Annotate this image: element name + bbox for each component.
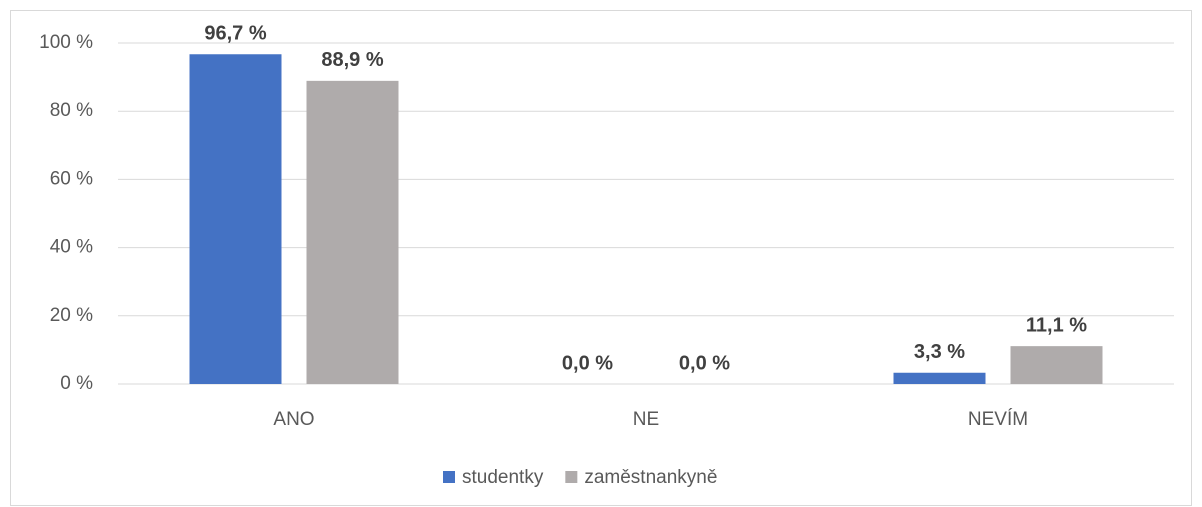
y-tick-label: 100 % <box>39 32 93 53</box>
y-tick-label: 40 % <box>50 237 93 258</box>
bar <box>306 80 399 384</box>
chart-frame <box>10 10 1192 506</box>
legend-label: zaměstnankyně <box>584 467 717 488</box>
data-label: 11,1 % <box>1026 314 1087 336</box>
bar <box>893 372 986 384</box>
legend-swatch <box>565 471 578 483</box>
data-label: 3,3 % <box>914 341 965 363</box>
data-label: 0,0 % <box>679 352 730 374</box>
x-tick-label: NE <box>633 409 659 430</box>
data-label: 96,7 % <box>204 23 266 45</box>
y-tick-label: 80 % <box>50 100 93 121</box>
legend-label: studentky <box>462 467 544 488</box>
y-tick-label: 0 % <box>60 373 93 394</box>
legend-swatch <box>443 471 455 483</box>
x-tick-label: ANO <box>273 409 314 430</box>
data-label: 0,0 % <box>562 352 613 374</box>
bar <box>189 54 282 385</box>
x-tick-label: NEVÍM <box>968 409 1028 430</box>
bar <box>1010 346 1103 384</box>
y-tick-label: 20 % <box>50 305 93 326</box>
data-label: 88,9 % <box>321 49 383 71</box>
y-tick-label: 60 % <box>50 168 93 189</box>
